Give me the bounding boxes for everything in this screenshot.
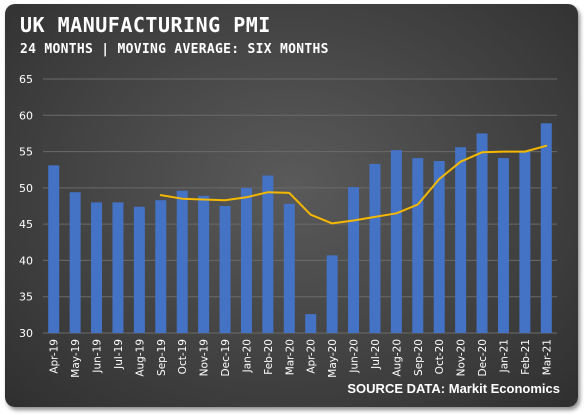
- x-tick-label: Feb-20: [263, 339, 275, 375]
- y-tick-label: 45: [19, 218, 33, 231]
- y-tick-label: 30: [19, 327, 33, 340]
- bar: [133, 206, 145, 333]
- bar: [155, 200, 167, 333]
- source-note: SOURCE DATA: Markit Economics: [347, 381, 560, 396]
- bar: [48, 165, 60, 333]
- x-tick-label: Feb-21: [520, 339, 532, 375]
- bar: [91, 202, 103, 333]
- y-tick-label: 40: [19, 254, 33, 267]
- y-tick-label: 60: [19, 109, 33, 122]
- x-tick-label: Sep-20: [413, 339, 425, 376]
- x-tick-label: Aug-19: [134, 339, 146, 377]
- bar: [433, 161, 445, 333]
- chart-subtitle: 24 MONTHS | MOVING AVERAGE: SIX MONTHS: [20, 42, 329, 57]
- x-tick-label: Dec-20: [477, 339, 489, 376]
- bar: [540, 123, 552, 333]
- bar: [112, 202, 124, 333]
- x-tick-label: Apr-20: [306, 339, 318, 374]
- y-tick-label: 35: [19, 291, 33, 304]
- x-tick-label: Oct-20: [434, 339, 446, 374]
- y-tick-label: 65: [19, 73, 33, 86]
- y-tick-label: 55: [19, 146, 33, 159]
- x-tick-label: May-19: [70, 339, 82, 378]
- bar: [283, 203, 295, 333]
- bar: [390, 150, 402, 333]
- x-tick-label: Jun-20: [349, 339, 361, 374]
- moving-average-line: [159, 144, 548, 225]
- x-tick-label: Sep-19: [156, 339, 168, 376]
- x-tick-label: Nov-20: [456, 339, 468, 376]
- chart-title: UK MANUFACTURING PMI: [20, 13, 271, 37]
- x-tick-label: Mar-21: [541, 339, 553, 375]
- x-tick-label: May-20: [327, 339, 339, 378]
- x-tick-label: Jun-19: [92, 339, 104, 374]
- x-tick-label: Jan-21: [498, 339, 510, 373]
- x-tick-label: Apr-19: [49, 339, 61, 374]
- x-tick-label: Jan-20: [241, 339, 253, 373]
- x-tick-label: Aug-20: [391, 339, 403, 377]
- bar: [369, 163, 381, 333]
- bar: [69, 192, 81, 333]
- bar: [262, 175, 274, 333]
- x-tick-label: Jul-20: [370, 339, 382, 370]
- bar: [219, 206, 231, 333]
- bar: [326, 255, 338, 333]
- bar: [198, 195, 210, 333]
- x-tick-label: Jul-19: [113, 339, 125, 370]
- bar: [240, 187, 252, 333]
- x-tick-label: Nov-19: [199, 339, 211, 376]
- y-tick-label: 50: [19, 182, 33, 195]
- x-tick-label: Dec-19: [220, 339, 232, 376]
- bar: [348, 187, 360, 333]
- bar: [476, 133, 488, 333]
- bar: [305, 314, 317, 333]
- x-tick-label: Oct-19: [177, 339, 189, 374]
- bar: [519, 150, 531, 333]
- bar: [455, 147, 467, 333]
- bar: [497, 158, 509, 333]
- bar: [176, 190, 188, 333]
- bar: [412, 158, 424, 333]
- x-tick-label: Mar-20: [284, 339, 296, 375]
